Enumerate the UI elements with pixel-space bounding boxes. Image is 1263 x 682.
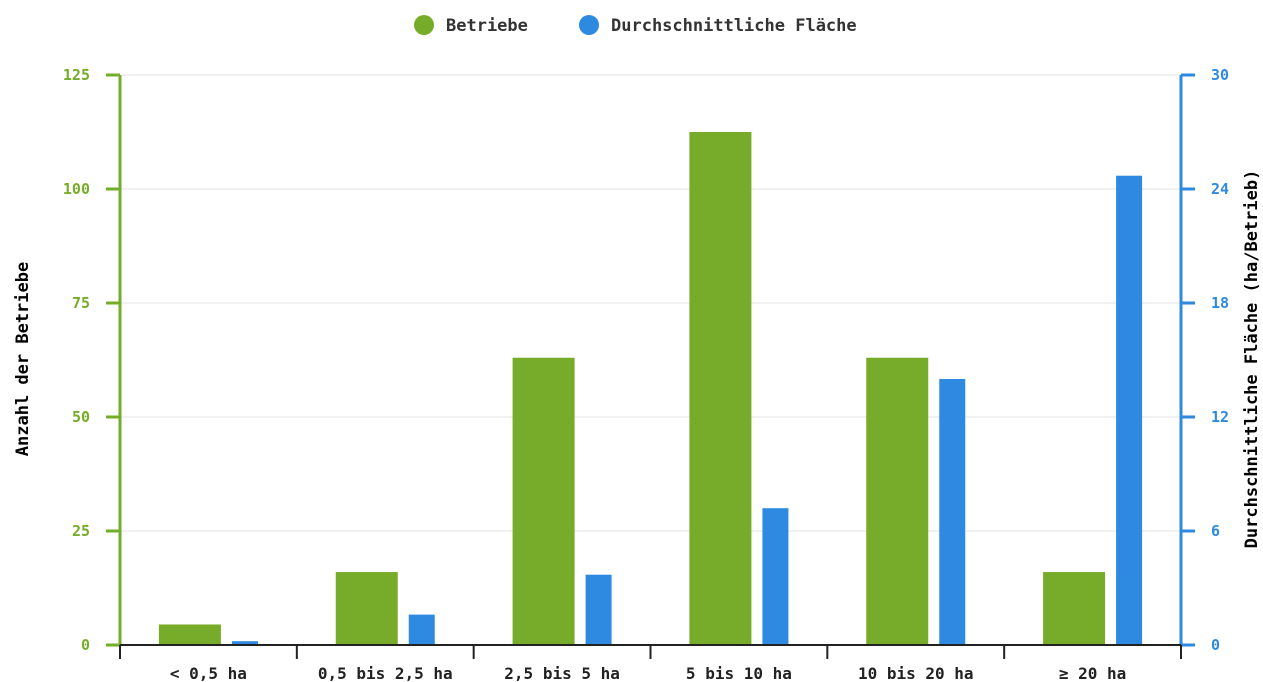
- x-axis-tick-label: 5 bis 10 ha: [686, 664, 792, 682]
- y-axis-right-tick-label: 18: [1211, 294, 1229, 312]
- y-axis-right-tick-label: 12: [1211, 408, 1229, 426]
- y-axis-right-tick-label: 24: [1211, 180, 1229, 198]
- bar-flaeche: [1116, 175, 1143, 645]
- bar-flaeche: [408, 614, 435, 645]
- legend-marker: [414, 15, 434, 35]
- legend-label: Durchschnittliche Fläche: [611, 16, 857, 36]
- y-axis-left-tick-label: 75: [72, 294, 90, 312]
- x-axis-tick-label: 10 bis 20 ha: [858, 664, 974, 682]
- bars: [158, 132, 1143, 645]
- bar-betriebe: [335, 572, 398, 645]
- bar-betriebe: [1043, 572, 1106, 645]
- y-axis-left-tick-label: 0: [81, 636, 90, 654]
- y-axis-right-tick-label: 0: [1211, 636, 1220, 654]
- y-axis-left-tick-label: 50: [72, 408, 90, 426]
- bar-betriebe: [512, 357, 575, 645]
- axes: 0 25 50 75 100 125 0 6 12 18 24 30 < 0,5 ha 0,5 bis 2…: [63, 66, 1229, 682]
- y-axis-left-tick-label: 125: [63, 66, 90, 84]
- legend-label: Betriebe: [446, 16, 528, 36]
- y-axis-right-tick-label: 30: [1211, 66, 1229, 84]
- bar-betriebe: [689, 132, 752, 645]
- bar-betriebe: [158, 624, 221, 645]
- y-axis-left-tick-label: 100: [63, 180, 90, 198]
- y-axis-left-title: Anzahl der Betriebe: [13, 262, 33, 456]
- y-axis-right-title: Durchschnittliche Fläche (ha/Betrieb): [1242, 170, 1262, 549]
- bar-flaeche: [231, 641, 258, 645]
- legend-marker: [579, 15, 599, 35]
- x-axis-tick-label: 0,5 bis 2,5 ha: [318, 664, 453, 682]
- x-axis-tick-label: ≥ 20 ha: [1059, 664, 1126, 682]
- y-axis-right-tick-label: 6: [1211, 522, 1220, 540]
- y-axis-left-tick-label: 25: [72, 522, 90, 540]
- gridlines: [120, 74, 1181, 646]
- legend: Betriebe Durchschnittliche Fläche: [414, 15, 857, 36]
- x-axis-tick-label: 2,5 bis 5 ha: [504, 664, 620, 682]
- bar-flaeche: [762, 508, 789, 645]
- bar-betriebe: [866, 357, 929, 645]
- bar-flaeche: [939, 379, 966, 645]
- bar-flaeche: [585, 574, 612, 645]
- x-axis-tick-label: < 0,5 ha: [170, 664, 247, 682]
